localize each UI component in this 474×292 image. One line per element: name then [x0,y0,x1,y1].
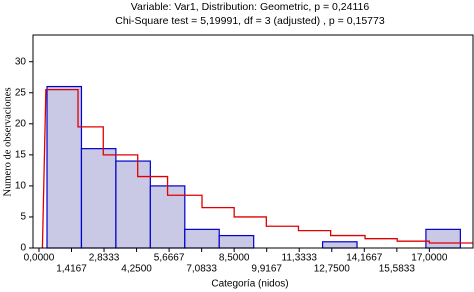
chart-subtitle: Chi-Square test = 5,19991, df = 3 (adjus… [115,15,385,27]
x-tick-label: 5,6667 [154,253,185,264]
y-tick-label: 0 [20,243,26,254]
x-tick-label: 17,0000 [411,253,448,264]
y-tick-label: 10 [15,181,27,192]
x-tick-label: 7,0833 [186,264,217,275]
x-tick-label: 9,9167 [251,264,282,275]
y-axis-title: Numero de observaciones [2,87,13,196]
bar [80,148,117,249]
bar [218,234,255,249]
x-tick-label: 4,2500 [121,264,152,275]
x-tick-label: 15,5833 [379,264,416,275]
plot-frame [32,34,474,249]
x-tick-label: 1,4167 [56,264,87,275]
y-tick-label: 15 [15,149,27,160]
x-tick-label: 14,1667 [346,253,383,264]
bar [425,228,461,249]
y-tick-label: 30 [15,56,27,67]
bar [115,160,151,249]
y-tick-label: 20 [15,118,27,129]
x-tick-label: 8,5000 [219,253,250,264]
y-tick-label: 25 [15,87,27,98]
bar [321,241,358,249]
x-tick-label: 0,0000 [24,253,55,264]
chart-title: Variable: Var1, Distribution: Geometric,… [131,1,370,13]
bar [184,228,220,249]
x-tick-label: 11,3333 [282,253,318,264]
x-tick-label: 12,7500 [314,264,351,275]
bar [46,85,83,249]
x-axis-title: Categoría (nidos) [211,279,288,290]
fit-curve [41,88,473,249]
y-tick-label: 5 [20,212,26,223]
x-tick-label: 2,8333 [89,253,120,264]
